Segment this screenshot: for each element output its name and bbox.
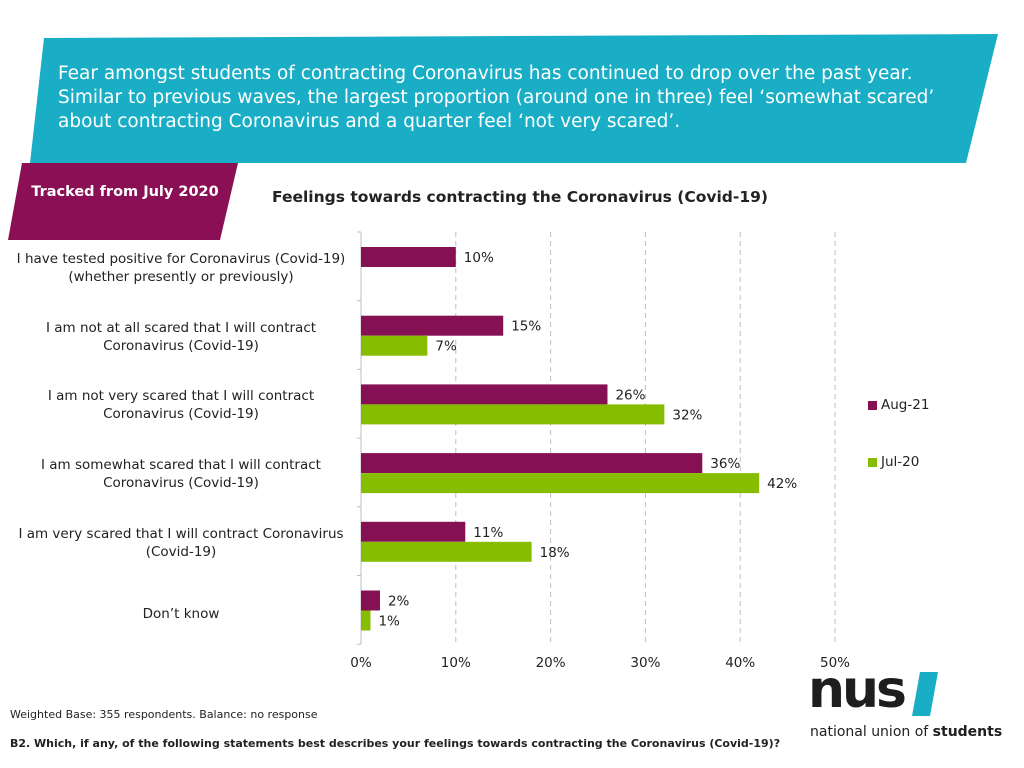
- x-tick-label: 50%: [820, 655, 850, 671]
- data-label-jul-20: 32%: [672, 407, 702, 423]
- headline-banner: [0, 0, 1024, 170]
- tracked-badge-text: Tracked from July 2020: [31, 184, 219, 200]
- nus-logo-subtitle: national union of students: [810, 724, 1002, 740]
- bar-aug-21-2: [361, 384, 608, 405]
- legend-swatch: [868, 457, 877, 467]
- legend-swatch: [868, 400, 877, 410]
- survey-question: B2. Which, if any, of the following stat…: [10, 737, 781, 750]
- category-label: I am somewhat scared that I will contrac…: [41, 457, 321, 492]
- data-label-jul-20: 1%: [378, 614, 400, 630]
- bar-aug-21-4: [361, 521, 466, 542]
- legend-item-aug-21: Aug-21: [868, 397, 929, 413]
- bar-jul-20-5: [361, 610, 371, 631]
- headline-text: Fear amongst students of contracting Cor…: [58, 63, 935, 132]
- bar-jul-20-1: [361, 335, 428, 356]
- nus-logo-sub-regular: national union of: [810, 724, 933, 740]
- category-label: I am not at all scared that I will contr…: [45, 319, 317, 354]
- category-label: I am very scared that I will contract Co…: [18, 525, 344, 560]
- category-label: I am not very scared that I will contrac…: [47, 388, 315, 423]
- tracked-badge-shape: [8, 163, 238, 240]
- x-tick-label: 20%: [536, 655, 566, 671]
- x-tick-label: 40%: [725, 655, 755, 671]
- data-label-jul-20: 42%: [767, 476, 797, 492]
- bar-aug-21-1: [361, 315, 504, 336]
- bar-chart: 0% 10% 20% 30% 40% 50% 10% 15% 7% 26% 32% 36% 42% 11%…: [350, 231, 850, 671]
- x-tick-label: 10%: [441, 655, 471, 671]
- nus-logo: nus national union of students: [808, 660, 1002, 748]
- category-label: Don’t know: [142, 605, 220, 622]
- bar-aug-21-3: [361, 453, 703, 474]
- nus-logo-word: nus: [808, 660, 907, 720]
- tracked-badge: [0, 160, 250, 245]
- bar-jul-20-2: [361, 404, 665, 425]
- chart-title: Feelings towards contracting the Coronav…: [272, 188, 768, 206]
- nus-logo-sub-bold: students: [932, 724, 1003, 740]
- data-label-aug-21: 11%: [473, 525, 503, 541]
- legend-label: Jul-20: [881, 454, 920, 470]
- data-label-aug-21: 36%: [710, 456, 740, 472]
- bar-aug-21-0: [361, 247, 456, 267]
- data-label-aug-21: 10%: [464, 250, 494, 266]
- bar-jul-20-4: [361, 541, 532, 562]
- banner-shape: [30, 34, 998, 163]
- data-label-jul-20: 18%: [540, 545, 570, 561]
- category-label: I have tested positive for Coronavirus (…: [16, 251, 346, 285]
- legend-label: Aug-21: [881, 397, 930, 413]
- x-tick-label: 0%: [350, 655, 372, 671]
- nus-logo-accent: [912, 672, 938, 716]
- legend-item-jul-20: Jul-20: [868, 454, 919, 470]
- data-label-aug-21: 15%: [511, 319, 541, 335]
- bar-aug-21-5: [361, 590, 380, 611]
- data-label-aug-21: 2%: [388, 594, 410, 610]
- data-label-aug-21: 26%: [615, 387, 645, 403]
- weighted-base-note: Weighted Base: 355 respondents. Balance:…: [10, 708, 318, 721]
- x-tick-label: 30%: [630, 655, 660, 671]
- bar-jul-20-3: [361, 473, 760, 494]
- data-label-jul-20: 7%: [435, 339, 457, 355]
